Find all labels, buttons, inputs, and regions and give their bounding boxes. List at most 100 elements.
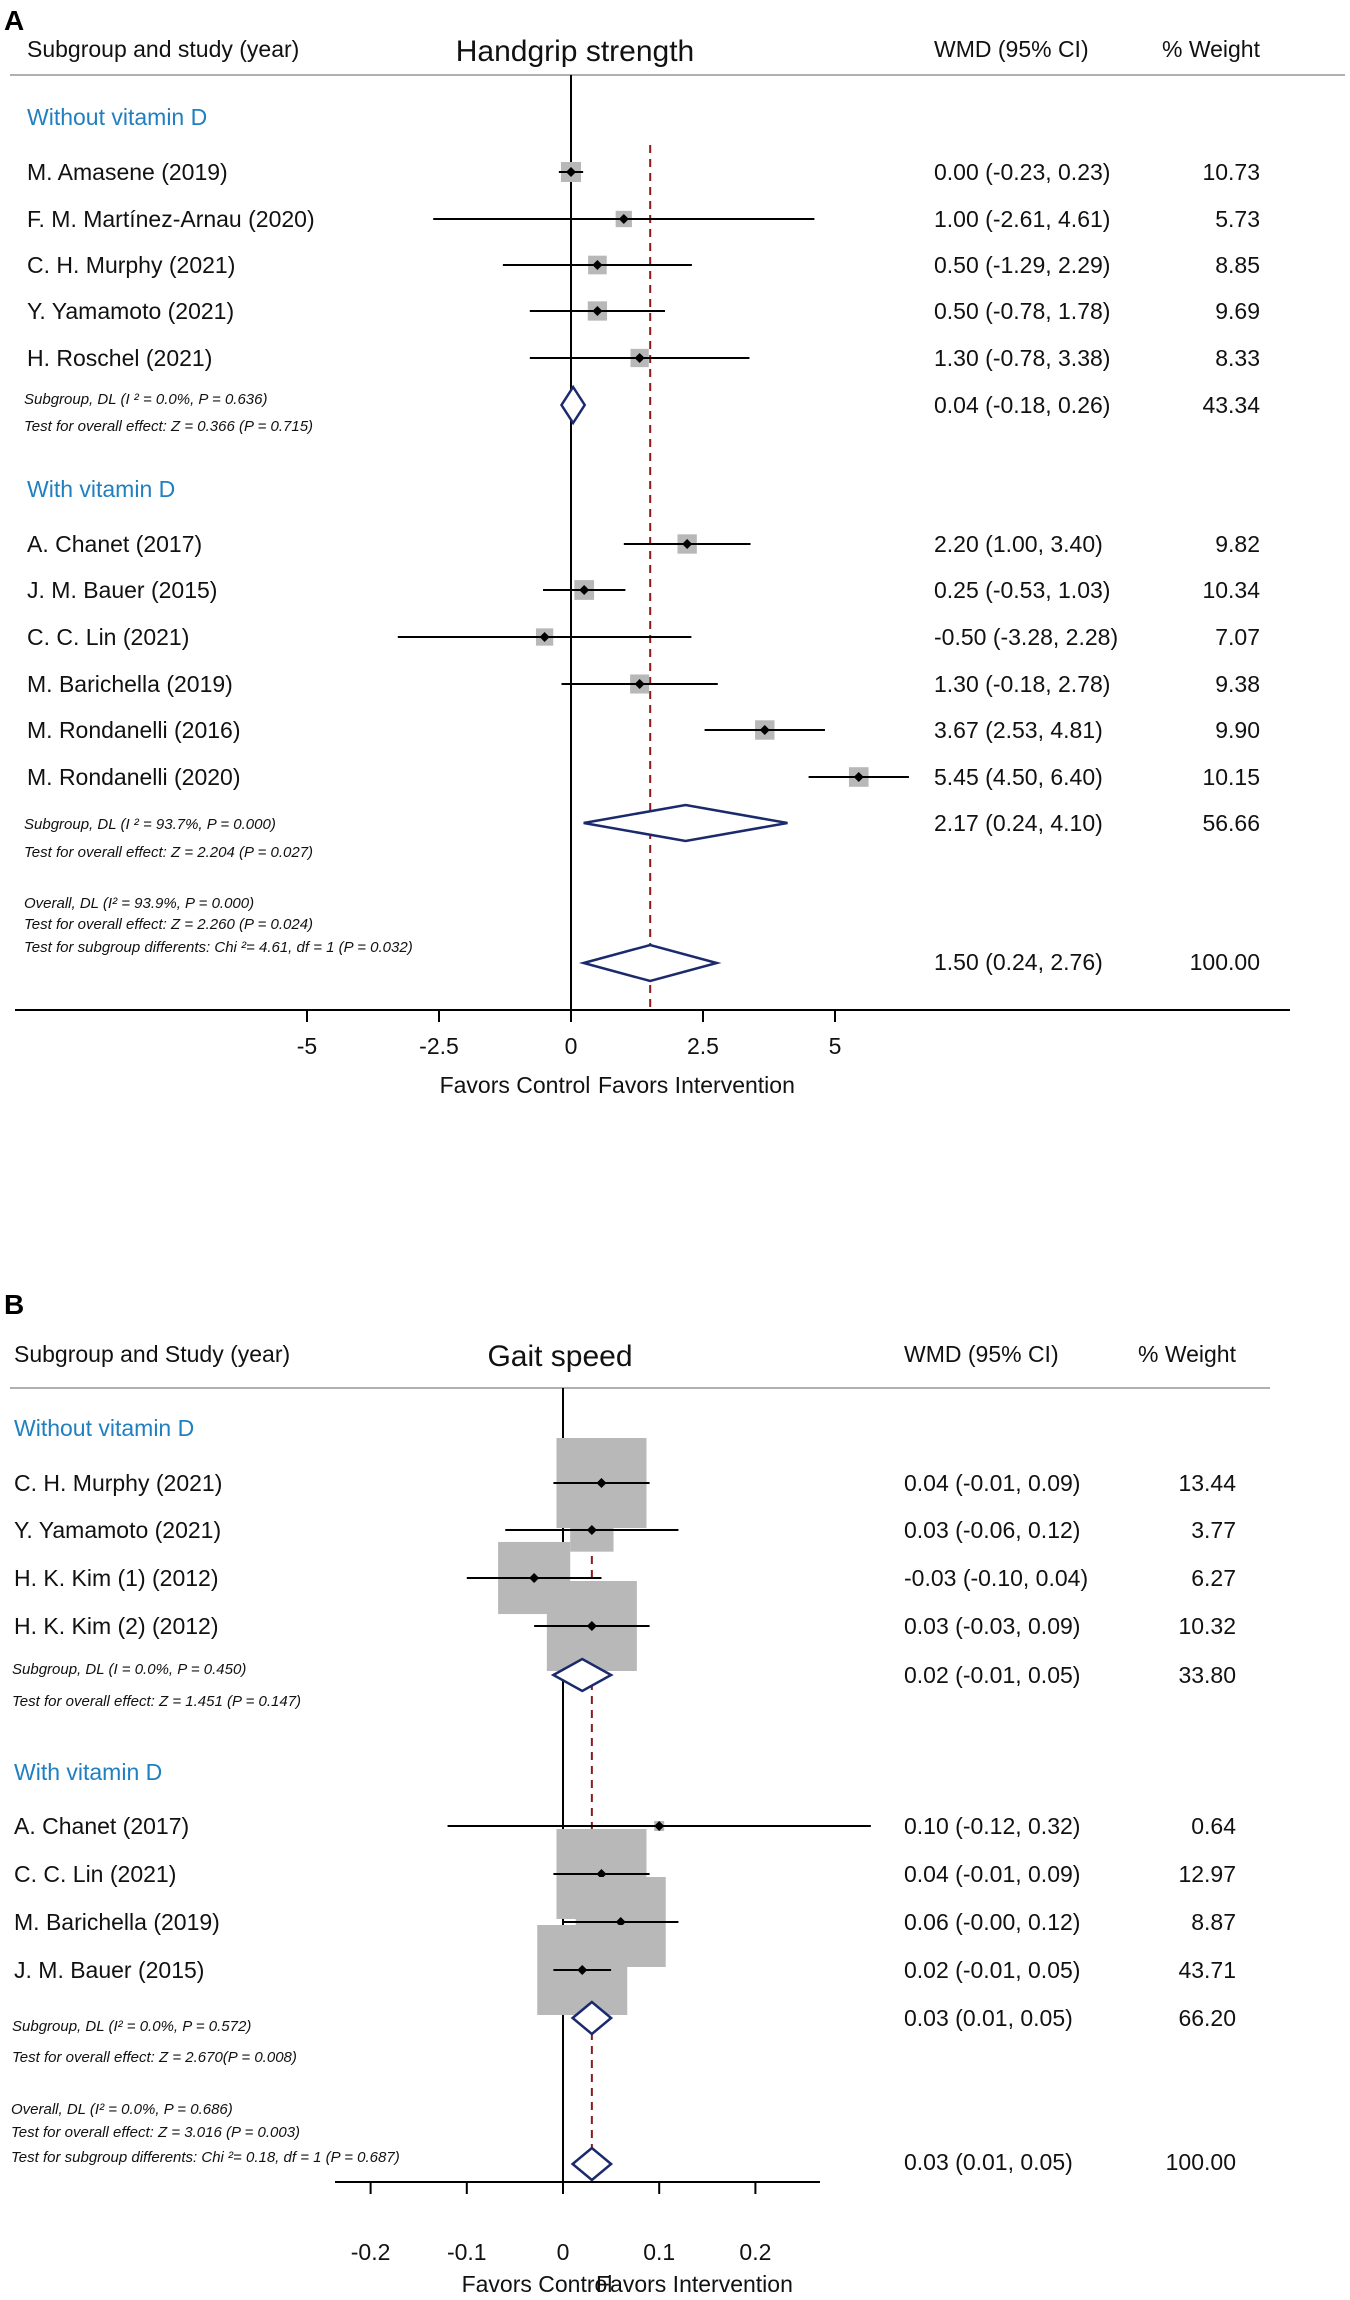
panel-a-subgroup-diff-test: Test for subgroup differents: Chi ²= 4.6…: [24, 939, 413, 956]
panel-a-header-effect: WMD (95% CI): [934, 36, 1089, 62]
panel-b-study-ci: -0.03 (-0.10, 0.04): [904, 1565, 1088, 1591]
panel-a-study-ci: 5.45 (4.50, 6.40): [934, 764, 1103, 790]
panel-a-favors-control-label: Favors Control: [440, 1072, 591, 1098]
panel-a-study-label: M. Amasene (2019): [27, 159, 228, 185]
panel-b-subgroup-title: With vitamin D: [14, 1759, 162, 1785]
panel-b-letter: B: [4, 1289, 24, 1320]
panel-b-study-ci: 0.04 (-0.01, 0.09): [904, 1861, 1080, 1887]
panel-b-study-weight: 10.32: [1178, 1613, 1236, 1639]
panel-a-x-tick-label: -2.5: [419, 1033, 459, 1059]
panel-a-study-weight: 10.73: [1202, 159, 1260, 185]
panel-b-study-ci: 0.10 (-0.12, 0.32): [904, 1813, 1080, 1839]
panel-a-point-estimate: [579, 585, 590, 595]
panel-b-subgroup-test: Test for overall effect: Z = 2.670(P = 0…: [12, 2049, 297, 2066]
panel-a-subgroup-diamond: [560, 384, 587, 426]
panel-a-overall-ci: 1.50 (0.24, 2.76): [934, 949, 1103, 975]
panel-b-subgroup-ci: 0.03 (0.01, 0.05): [904, 2005, 1073, 2031]
panel-b-subgroup-weight: 66.20: [1178, 2005, 1236, 2031]
panel-b-overall-ci: 0.03 (0.01, 0.05): [904, 2149, 1073, 2175]
panel-a-study-label: M. Rondanelli (2020): [27, 764, 241, 790]
panel-a-study-ci: -0.50 (-3.28, 2.28): [934, 624, 1118, 650]
panel-b-subgroup-weight: 33.80: [1178, 1662, 1236, 1688]
panel-a-study-ci: 1.00 (-2.61, 4.61): [934, 206, 1110, 232]
panel-a-study-weight: 10.15: [1202, 764, 1260, 790]
panel-a-study-weight: 8.33: [1215, 345, 1260, 371]
panel-b-study-ci: 0.04 (-0.01, 0.09): [904, 1470, 1080, 1496]
panel-b-study-ci: 0.03 (-0.03, 0.09): [904, 1613, 1080, 1639]
panel-a-subgroup-title: Without vitamin D: [27, 104, 207, 130]
panel-b-header-weight: % Weight: [1138, 1341, 1237, 1367]
panel-b-subgroup-ci: 0.02 (-0.01, 0.05): [904, 1662, 1080, 1688]
panel-a-study-label: C. C. Lin (2021): [27, 624, 189, 650]
panel-a-favors-intervention-label: Favors Intervention: [598, 1072, 795, 1098]
panel-a-x-tick-label: 2.5: [687, 1033, 719, 1059]
panel-a-study-ci: 0.00 (-0.23, 0.23): [934, 159, 1110, 185]
panel-a-point-estimate: [618, 214, 629, 224]
panel-b-x-tick-label: 0: [557, 2239, 570, 2265]
panel-b-study-ci: 0.06 (-0.00, 0.12): [904, 1909, 1080, 1935]
panel-b-overall-stat: Overall, DL (I² = 0.0%, P = 0.686): [11, 2101, 233, 2118]
panel-b-study-label: J. M. Bauer (2015): [14, 1957, 204, 1983]
panel-a-point-estimate: [682, 539, 693, 549]
panel-a-study-ci: 1.30 (-0.78, 3.38): [934, 345, 1110, 371]
panel-a-point-estimate: [592, 306, 603, 316]
panel-a-overall-stat: Overall, DL (I² = 93.9%, P = 0.000): [24, 895, 254, 912]
panel-a-subgroup-title: With vitamin D: [27, 476, 175, 502]
panel-a-x-tick-label: 5: [829, 1033, 842, 1059]
panel-b-study-weight: 6.27: [1191, 1565, 1236, 1591]
panel-a-point-estimate: [634, 353, 645, 363]
panel-b-study-label: Y. Yamamoto (2021): [14, 1517, 221, 1543]
panel-a-study-ci: 3.67 (2.53, 4.81): [934, 717, 1103, 743]
panel-a-letter: A: [4, 5, 24, 36]
panel-a-study-label: A. Chanet (2017): [27, 531, 202, 557]
panel-b-point-estimate: [529, 1573, 540, 1583]
panel-a-study-weight: 9.38: [1215, 671, 1260, 697]
panel-a-subgroup-ci: 0.04 (-0.18, 0.26): [934, 392, 1110, 418]
panel-a-study-label: H. Roschel (2021): [27, 345, 212, 371]
panel-a-overall-diamond: [578, 943, 722, 983]
panel-b-title: Gait speed: [487, 1340, 632, 1373]
panel-b-study-weight: 43.71: [1178, 1957, 1236, 1983]
panel-b-study-label: M. Barichella (2019): [14, 1909, 220, 1935]
panel-a-study-label: M. Barichella (2019): [27, 671, 233, 697]
panel-a-study-weight: 8.85: [1215, 252, 1260, 278]
panel-b-point-estimate: [586, 1621, 597, 1631]
panel-b-header-effect: WMD (95% CI): [904, 1341, 1059, 1367]
panel-b-x-tick-label: 0.1: [643, 2239, 675, 2265]
panel-b-point-estimate: [577, 1965, 588, 1975]
panel-b-subgroup-diff-test: Test for subgroup differents: Chi ²= 0.1…: [11, 2149, 400, 2166]
panel-b-study-weight: 12.97: [1178, 1861, 1236, 1887]
panel-a-study-weight: 9.69: [1215, 298, 1260, 324]
panel-b-subgroup-stat: Subgroup, DL (I = 0.0%, P = 0.450): [12, 1661, 246, 1678]
panel-b-point-estimate: [654, 1821, 665, 1831]
panel-b-study-weight: 13.44: [1178, 1470, 1236, 1496]
panel-a-study-label: J. M. Bauer (2015): [27, 577, 217, 603]
panel-b-study-label: A. Chanet (2017): [14, 1813, 189, 1839]
panel-a-x-tick-label: 0: [565, 1033, 578, 1059]
panel-b-study-ci: 0.02 (-0.01, 0.05): [904, 1957, 1080, 1983]
panel-b-subgroup-test: Test for overall effect: Z = 1.451 (P = …: [12, 1693, 301, 1710]
panel-b-x-tick-label: -0.2: [351, 2239, 391, 2265]
panel-a-subgroup-test: Test for overall effect: Z = 0.366 (P = …: [24, 418, 313, 435]
panel-b-point-estimate: [596, 1869, 607, 1879]
panel-a-point-estimate: [759, 725, 770, 735]
panel-a-point-estimate: [634, 679, 645, 689]
panel-a-subgroup-weight: 56.66: [1202, 810, 1260, 836]
panel-b-x-tick-label: -0.1: [447, 2239, 487, 2265]
panel-a-study-weight: 9.82: [1215, 531, 1260, 557]
panel-a-point-estimate: [566, 167, 576, 177]
panel-b-subgroup-title: Without vitamin D: [14, 1415, 194, 1441]
panel-a-title: Handgrip strength: [456, 35, 694, 68]
panel-b-favors-control-label: Favors Control: [462, 2271, 613, 2297]
panel-a-study-ci: 2.20 (1.00, 3.40): [934, 531, 1103, 557]
panel-a-study-weight: 5.73: [1215, 206, 1260, 232]
panel-b-study-label: H. K. Kim (2) (2012): [14, 1613, 219, 1639]
panel-a-study-weight: 10.34: [1202, 577, 1260, 603]
panel-b-point-estimate: [596, 1478, 607, 1488]
panel-a-study-label: F. M. Martínez-Arnau (2020): [27, 206, 315, 232]
panel-a-subgroup-ci: 2.17 (0.24, 4.10): [934, 810, 1103, 836]
panel-a-study-weight: 7.07: [1215, 624, 1260, 650]
panel-a-study-label: M. Rondanelli (2016): [27, 717, 241, 743]
panel-a-study-ci: 1.30 (-0.18, 2.78): [934, 671, 1110, 697]
